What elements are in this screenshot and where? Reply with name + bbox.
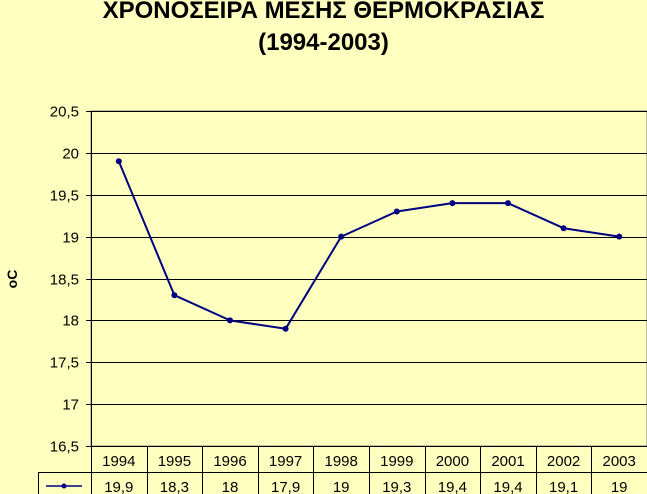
data-table-value: 19,9 [104, 479, 133, 494]
data-point [282, 325, 289, 332]
y-tick-label: 17,5 [50, 355, 79, 372]
data-table-value: 18 [222, 479, 239, 494]
y-tick-label: 19 [62, 230, 79, 247]
data-table-value: 17,9 [271, 479, 300, 494]
data-point [171, 292, 178, 299]
chart-subtitle: (1994-2003) [258, 29, 389, 56]
y-tick-label: 19,5 [50, 188, 79, 205]
data-point [227, 317, 233, 324]
data-point [338, 233, 345, 240]
chart-title: ΧΡΟΝΟΣΕΙΡΑ ΜΕΣΗΣ ΘΕΡΜΟΚΡΑΣΙΑΣ [102, 0, 545, 24]
x-tick-label: 1996 [213, 453, 246, 470]
x-tick-label: 2003 [603, 453, 636, 470]
data-table-value: 18,3 [160, 479, 189, 494]
y-axis-ticks: 16,5 17 17,5 18 18,5 19 19,5 20 20,5 [50, 104, 92, 456]
data-point [616, 233, 623, 240]
y-axis-label: oC [4, 270, 20, 289]
x-tick-label: 2001 [491, 453, 524, 470]
data-table-value: 19 [611, 479, 628, 494]
data-table-value: 19,4 [438, 479, 467, 494]
y-tick-label: 18,5 [50, 272, 79, 289]
data-point [393, 208, 400, 215]
plot-area [90, 110, 647, 447]
gridlines [91, 111, 647, 447]
data-point [560, 225, 567, 232]
legend-key-marker [61, 483, 67, 489]
data-table-value: 19 [333, 479, 350, 494]
y-tick-label: 16,5 [50, 439, 79, 456]
y-tick-label: 17 [62, 397, 79, 414]
data-table: 1994 19,9 1995 18,3 1996 18 1997 17,9 1998 19 1999… [38, 446, 647, 494]
series-line [117, 160, 620, 330]
x-tick-label: 1999 [380, 453, 413, 470]
series [115, 158, 623, 332]
y-tick-label: 18 [62, 313, 79, 330]
data-table-value: 19,4 [493, 479, 522, 494]
x-tick-label: 1998 [325, 453, 358, 470]
data-table-value: 19,1 [549, 479, 578, 494]
x-tick-label: 1995 [158, 453, 191, 470]
data-point [505, 200, 511, 207]
data-point [115, 158, 122, 165]
data-table-value: 19,3 [382, 479, 411, 494]
y-tick-label: 20,5 [50, 104, 79, 121]
x-tick-label: 1994 [102, 453, 135, 470]
x-tick-label: 1997 [269, 453, 302, 470]
data-point [449, 200, 456, 207]
x-tick-label: 2000 [436, 453, 469, 470]
y-tick-label: 20 [62, 146, 79, 163]
x-tick-label: 2002 [547, 453, 580, 470]
